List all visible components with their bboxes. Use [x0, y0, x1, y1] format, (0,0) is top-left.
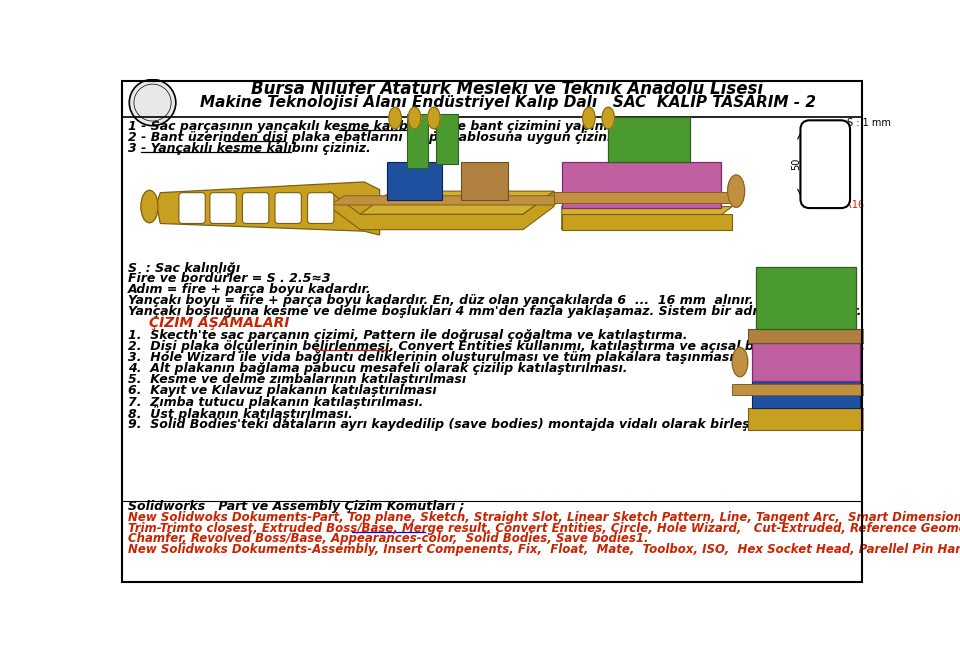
FancyBboxPatch shape: [275, 193, 301, 224]
FancyBboxPatch shape: [407, 114, 428, 168]
Polygon shape: [360, 191, 554, 215]
Text: New Solidwoks Dokuments-Assembly, İnsert Compenents, Fix,  Float,  Mate,  Toolbo: New Solidwoks Dokuments-Assembly, İnsert…: [128, 541, 960, 556]
Polygon shape: [329, 195, 569, 205]
FancyBboxPatch shape: [609, 117, 689, 162]
Ellipse shape: [141, 190, 158, 222]
Ellipse shape: [602, 107, 614, 129]
FancyBboxPatch shape: [748, 329, 864, 343]
Polygon shape: [562, 207, 732, 230]
Text: Yançakı boşluğuna kesme ve delme boşlukları 4 mm'den fazla yaklaşamaz. Sistem bi: Yançakı boşluğuna kesme ve delme boşlukl…: [128, 305, 861, 318]
Text: Bursa Nilüfer Atatürk Mesleki ve Teknik Anadolu Lisesi: Bursa Nilüfer Atatürk Mesleki ve Teknik …: [252, 80, 763, 98]
Text: ÇİZİM AŞAMALARI: ÇİZİM AŞAMALARI: [150, 314, 290, 330]
Text: New Solidwoks Dokuments-Part, Top plane, Sketch, Straight Slot, Linear Sketch Pa: New Solidwoks Dokuments-Part, Top plane,…: [128, 511, 960, 524]
Text: 3 - Yançakılı kesme kalıbını çiziniz.: 3 - Yançakılı kesme kalıbını çiziniz.: [128, 142, 371, 155]
Text: 3.  Hole Wizard ile vida bağlantı deliklerinin oluşturulması ve tüm plakalara ta: 3. Hole Wizard ile vida bağlantı delikle…: [128, 351, 738, 364]
FancyBboxPatch shape: [554, 192, 732, 203]
FancyBboxPatch shape: [388, 162, 442, 200]
Polygon shape: [329, 191, 554, 230]
Text: Chamfer, Revolved Boss/Base, Appearances-color,  Solid Bodies, Save bodies1.: Chamfer, Revolved Boss/Base, Appearances…: [128, 532, 648, 545]
Text: Trim-Trimto closest, Extruded Boss/Base, Merge result, Convert Entities, Circle,: Trim-Trimto closest, Extruded Boss/Base,…: [128, 522, 960, 535]
Text: 50: 50: [791, 158, 801, 171]
Ellipse shape: [408, 107, 420, 129]
Text: Fire ve bordürler = S . 2.5≈3: Fire ve bordürler = S . 2.5≈3: [128, 272, 330, 285]
Text: 2 - Bant üzerinden dişi plaka ebatlarını tespit tablosuna uygun çiziniz.: 2 - Bant üzerinden dişi plaka ebatlarını…: [128, 131, 623, 144]
Text: Makine Teknolojisi Alanı Endüstriyel Kalıp Dalı   SAC  KALIP TASARIM - 2: Makine Teknolojisi Alanı Endüstriyel Kal…: [200, 95, 815, 110]
Polygon shape: [156, 182, 379, 235]
Text: 5.  Kesme ve delme zımbalarının katılaştırılması: 5. Kesme ve delme zımbalarının katılaştı…: [128, 373, 466, 386]
FancyBboxPatch shape: [756, 268, 856, 329]
Polygon shape: [562, 215, 732, 230]
Ellipse shape: [427, 107, 440, 129]
Ellipse shape: [583, 107, 595, 129]
Text: Solidworks   Part ve Assembly Çizim Komutları ;: Solidworks Part ve Assembly Çizim Komutl…: [128, 501, 465, 514]
Text: Yançakı boyu = fire + parça boyu kadardır. En, düz olan yançakılarda 6  ...  16 : Yançakı boyu = fire + parça boyu kadardı…: [128, 294, 754, 307]
FancyBboxPatch shape: [461, 162, 508, 200]
Text: 4.  Alt plakanın bağlama pabucu mesafeli olarak çizilip katılaştırılması.: 4. Alt plakanın bağlama pabucu mesafeli …: [128, 362, 627, 375]
Text: S  : Sac kalınlığı: S : Sac kalınlığı: [128, 262, 240, 275]
Text: S : 1 mm: S : 1 mm: [847, 118, 891, 129]
FancyBboxPatch shape: [179, 193, 205, 224]
FancyBboxPatch shape: [436, 114, 458, 164]
Text: 7.  Zımba tutucu plakanın katılaştırılması.: 7. Zımba tutucu plakanın katılaştırılmas…: [128, 396, 423, 409]
Text: 1 - Sac parçasının yançakılı kesme kalıbına göre bant çizimini yapınız.: 1 - Sac parçasının yançakılı kesme kalıb…: [128, 120, 619, 133]
Ellipse shape: [389, 107, 401, 129]
Text: 6.  Kayıt ve Kılavuz plakanın katılaştırılması: 6. Kayıt ve Kılavuz plakanın katılaştırı…: [128, 384, 437, 398]
Text: 8.  Üst plakanın katılaştırılması.: 8. Üst plakanın katılaştırılması.: [128, 406, 352, 420]
FancyBboxPatch shape: [752, 381, 860, 408]
FancyBboxPatch shape: [732, 384, 883, 395]
Text: 9.  Solid Bodies'teki dataların ayrı kaydedilip (save bodies) montajda vidalı ol: 9. Solid Bodies'teki dataların ayrı kayd…: [128, 418, 812, 431]
FancyBboxPatch shape: [748, 408, 864, 430]
FancyBboxPatch shape: [210, 193, 236, 224]
Text: 2.  Dişi plaka ölçülerinin belirlenmesi, Convert Entities kullanımı, katılaştırm: 2. Dişi plaka ölçülerinin belirlenmesi, …: [128, 340, 865, 353]
FancyBboxPatch shape: [752, 343, 860, 381]
Text: R16: R16: [845, 200, 864, 210]
Ellipse shape: [728, 175, 745, 207]
FancyBboxPatch shape: [243, 193, 269, 224]
Text: 1.  Skecth'te sac parçanın çizimi, Pattern ile doğrusal çoğaltma ve katılaştırma: 1. Skecth'te sac parçanın çizimi, Patter…: [128, 329, 687, 342]
Circle shape: [130, 79, 176, 126]
Ellipse shape: [732, 348, 748, 377]
FancyBboxPatch shape: [562, 162, 721, 208]
FancyBboxPatch shape: [307, 193, 334, 224]
Text: Adım = fire + parça boyu kadardır.: Adım = fire + parça boyu kadardır.: [128, 283, 372, 297]
FancyBboxPatch shape: [801, 120, 850, 208]
